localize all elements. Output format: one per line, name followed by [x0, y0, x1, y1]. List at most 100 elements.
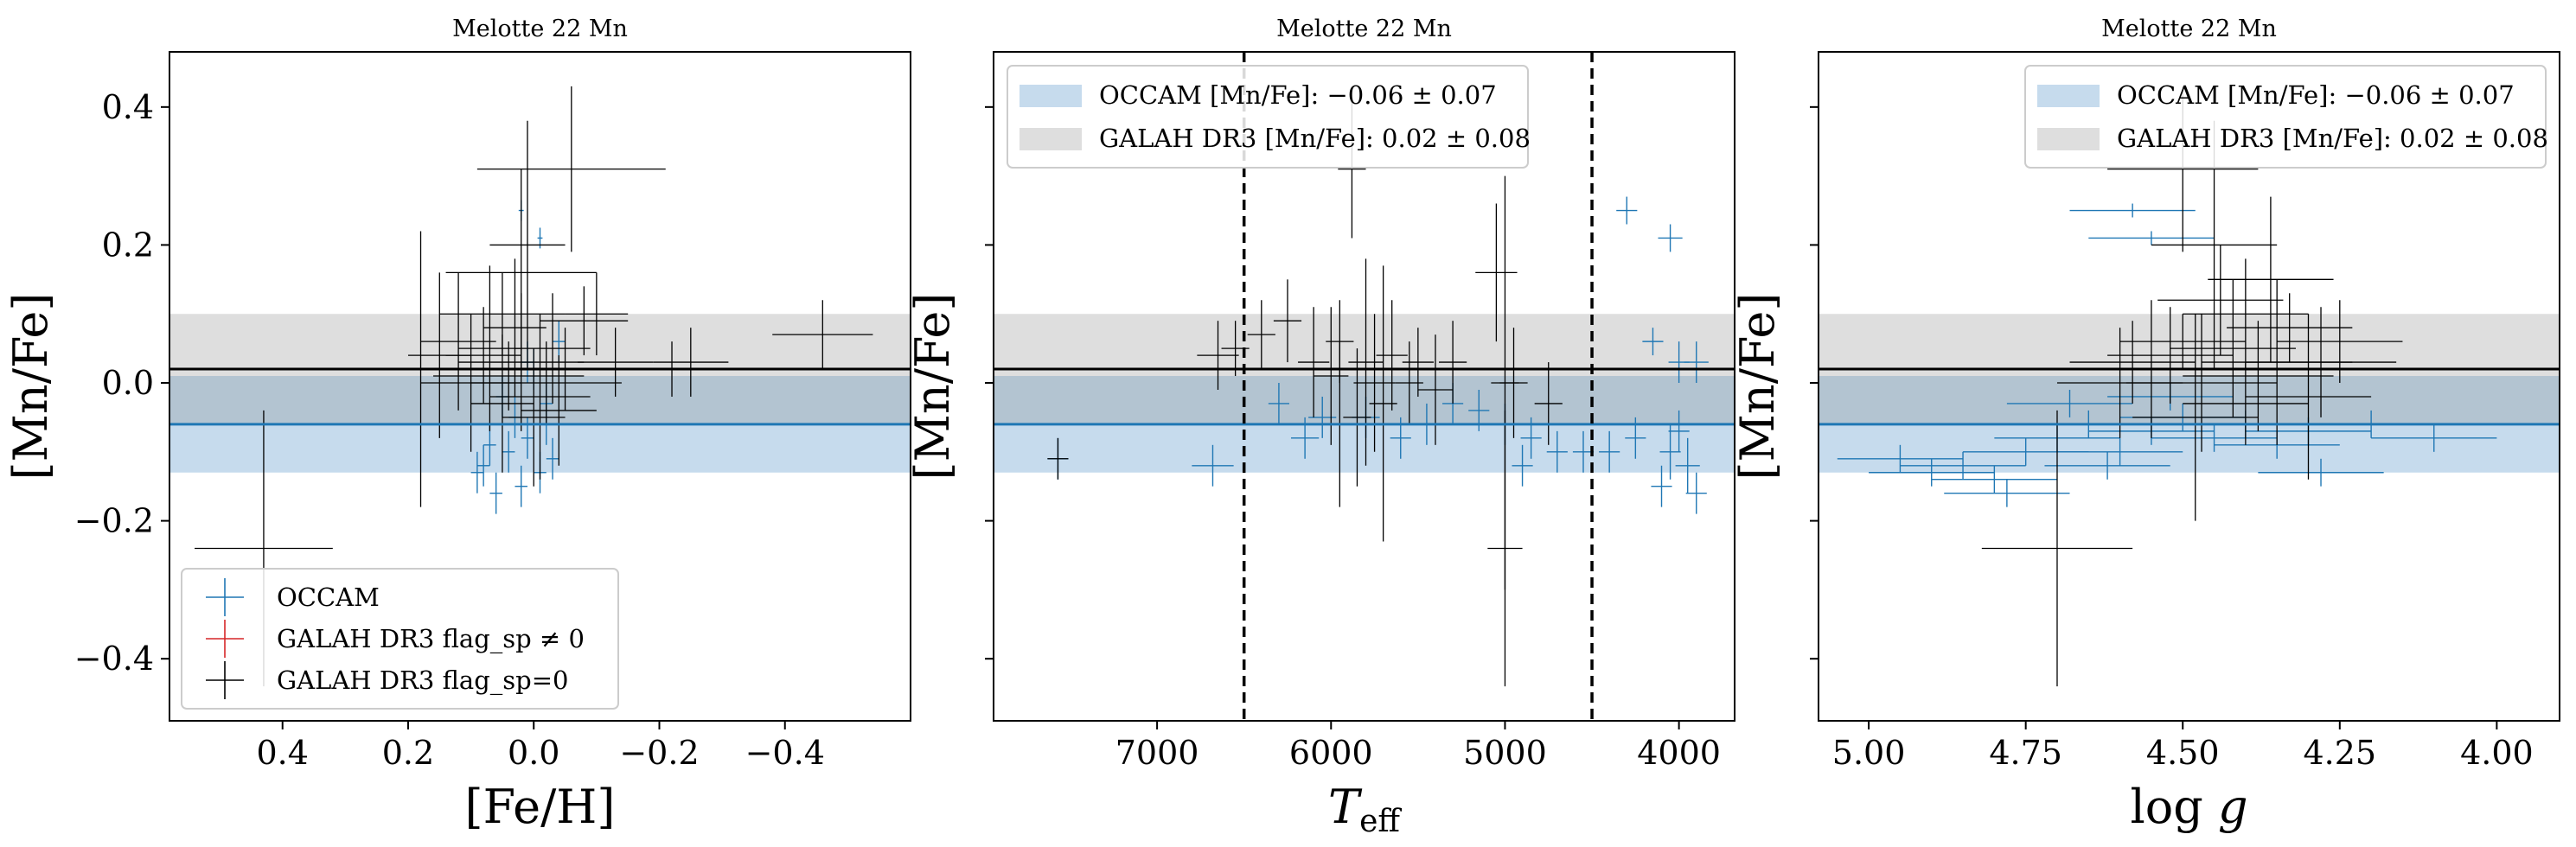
- chart-title: Melotte 22 Mn: [452, 16, 628, 42]
- legend-entry: OCCAM [Mn/Fe]: −0.06 ± 0.07: [2037, 80, 2515, 110]
- data-point-galah-22: [1402, 328, 1434, 397]
- data-point-occam-15: [2371, 424, 2497, 452]
- x-tick-label: 0.0: [508, 734, 559, 772]
- axes-frame: [993, 51, 1735, 722]
- data-point-occam-4: [1684, 341, 1709, 384]
- legend-entry: GALAH DR3 flag_sp ≠ 0: [206, 620, 585, 658]
- data-point-galah-17: [2245, 307, 2397, 417]
- y-axis-label: [Mn/Fe]: [3, 293, 58, 481]
- x-tick-label: −0.2: [619, 734, 699, 772]
- data-point-galah-9: [489, 314, 591, 480]
- legend-entry: GALAH DR3 [Mn/Fe]: 0.02 ± 0.08: [2037, 124, 2548, 153]
- data-point-galah-22: [521, 355, 597, 466]
- data-point-occam-11: [1599, 430, 1620, 473]
- legend-label: GALAH DR3 [Mn/Fe]: 0.02 ± 0.08: [1099, 124, 1531, 153]
- panel-feh: 0.4 0.2 0.0 −0.2 −0.4 0.4 0.2 0.0 −0.2 −0.4 Melott…: [3, 16, 911, 834]
- data-point-occam-1: [2088, 231, 2215, 245]
- data-point-galah-20: [2119, 314, 2246, 370]
- data-point-occam-4: [502, 430, 515, 473]
- data-point-galah-4: [1273, 279, 1302, 363]
- data-point-occam-7: [2056, 437, 2183, 466]
- panel-logg: 5.00 4.75 4.50 4.25 4.00 Melotte 22 Mn log g [M…: [1730, 16, 2560, 834]
- legend-entry: OCCAM [Mn/Fe]: −0.06 ± 0.07: [1020, 80, 1497, 110]
- x-tick-label: 6000: [1289, 734, 1373, 772]
- data-point-occam-20: [1308, 396, 1337, 438]
- chart-title: Melotte 22 Mn: [2101, 16, 2277, 42]
- data-point-galah-0: [1981, 410, 2133, 687]
- y-tick-label: 0.2: [102, 226, 154, 264]
- data-point-galah-6: [476, 86, 666, 252]
- x-tick-label: 4.00: [2460, 734, 2534, 772]
- data-point-occam-3: [1931, 465, 2057, 494]
- data-point-occam-17: [1869, 458, 1995, 487]
- data-point-occam-2: [1900, 451, 2026, 480]
- data-point-galah-17: [578, 328, 654, 397]
- data-point-galah-25: [420, 272, 496, 411]
- data-point-occam-0: [1616, 196, 1638, 225]
- data-point-occam-12: [1572, 430, 1595, 473]
- legend-box: [181, 568, 619, 710]
- series-galah: [195, 86, 873, 687]
- data-point-galah-13: [2125, 314, 2278, 452]
- data-point-occam-18: [1944, 479, 2070, 507]
- data-point-occam-2: [1642, 328, 1664, 356]
- data-point-galah-16: [565, 272, 629, 356]
- data-point-occam-6: [1675, 437, 1700, 494]
- axes-frame: [169, 51, 911, 722]
- data-point-galah-9: [1353, 314, 1396, 452]
- data-point-occam-7: [1651, 465, 1672, 507]
- data-point-galah-21: [470, 334, 534, 473]
- data-point-galah-11: [2183, 321, 2334, 431]
- data-point-galah-15: [2183, 362, 2309, 445]
- series-galah: [1981, 86, 2403, 687]
- overlap-band: [1819, 376, 2560, 424]
- x-tick-label: 0.4: [257, 734, 309, 772]
- data-point-galah-16: [2208, 196, 2334, 363]
- legend-label: GALAH DR3 [Mn/Fe]: 0.02 ± 0.08: [2117, 124, 2548, 153]
- data-point-occam-19: [2006, 389, 2133, 417]
- x-axis-label: log g: [2130, 780, 2247, 834]
- data-point-galah-10: [1369, 265, 1397, 542]
- data-point-occam-22: [2258, 458, 2384, 487]
- data-point-galah-0: [1047, 437, 1069, 480]
- plot-area: [169, 86, 911, 687]
- legend-patch: [1020, 85, 1082, 107]
- legend-box: [2024, 65, 2547, 169]
- data-point-galah-3: [2183, 258, 2309, 370]
- data-point-galah-15: [540, 286, 629, 356]
- y-tick-label: 0.4: [102, 88, 154, 126]
- legend-label: OCCAM: [277, 583, 380, 612]
- legend-entry: OCCAM: [206, 578, 380, 616]
- x-tick-label: −0.4: [745, 734, 825, 772]
- data-point-galah-10: [515, 293, 591, 404]
- legend-label: OCCAM [Mn/Fe]: −0.06 ± 0.07: [1099, 80, 1497, 110]
- data-point-galah-8: [1348, 258, 1384, 466]
- x-tick-label: 4.75: [1989, 734, 2062, 772]
- legend-entry: GALAH DR3 flag_sp=0: [206, 661, 568, 699]
- legend: OCCAM GALAH DR3 flag_sp ≠ 0 GALAH DR3 flag…: [181, 568, 619, 710]
- x-tick-label: 0.2: [382, 734, 434, 772]
- data-point-occam-15: [470, 451, 484, 494]
- axes-frame: [1818, 51, 2560, 722]
- data-point-galah-1: [1197, 321, 1239, 390]
- legend-label: OCCAM [Mn/Fe]: −0.06 ± 0.07: [2117, 80, 2515, 110]
- data-point-galah-18: [2069, 321, 2196, 404]
- data-point-galah-14: [1439, 321, 1467, 404]
- data-point-galah-5: [1298, 307, 1330, 417]
- chart-title: Melotte 22 Mn: [1276, 16, 1452, 42]
- data-point-galah-3: [1247, 300, 1275, 370]
- x-axis-label: [Fe/H]: [465, 780, 616, 834]
- data-point-galah-21: [1314, 307, 1349, 445]
- data-point-galah-12: [1395, 341, 1423, 424]
- data-point-occam-9: [1668, 410, 1690, 452]
- data-point-galah-11: [1376, 300, 1408, 411]
- x-tick-label: 4.50: [2146, 734, 2220, 772]
- data-point-occam-5: [1659, 424, 1681, 480]
- data-point-galah-20: [1343, 348, 1371, 487]
- data-point-galah-13: [1417, 334, 1454, 445]
- data-point-galah-11: [502, 348, 566, 487]
- x-tick-label: 5000: [1463, 734, 1547, 772]
- data-point-occam-13: [1546, 430, 1568, 473]
- data-point-galah-15: [1475, 203, 1518, 342]
